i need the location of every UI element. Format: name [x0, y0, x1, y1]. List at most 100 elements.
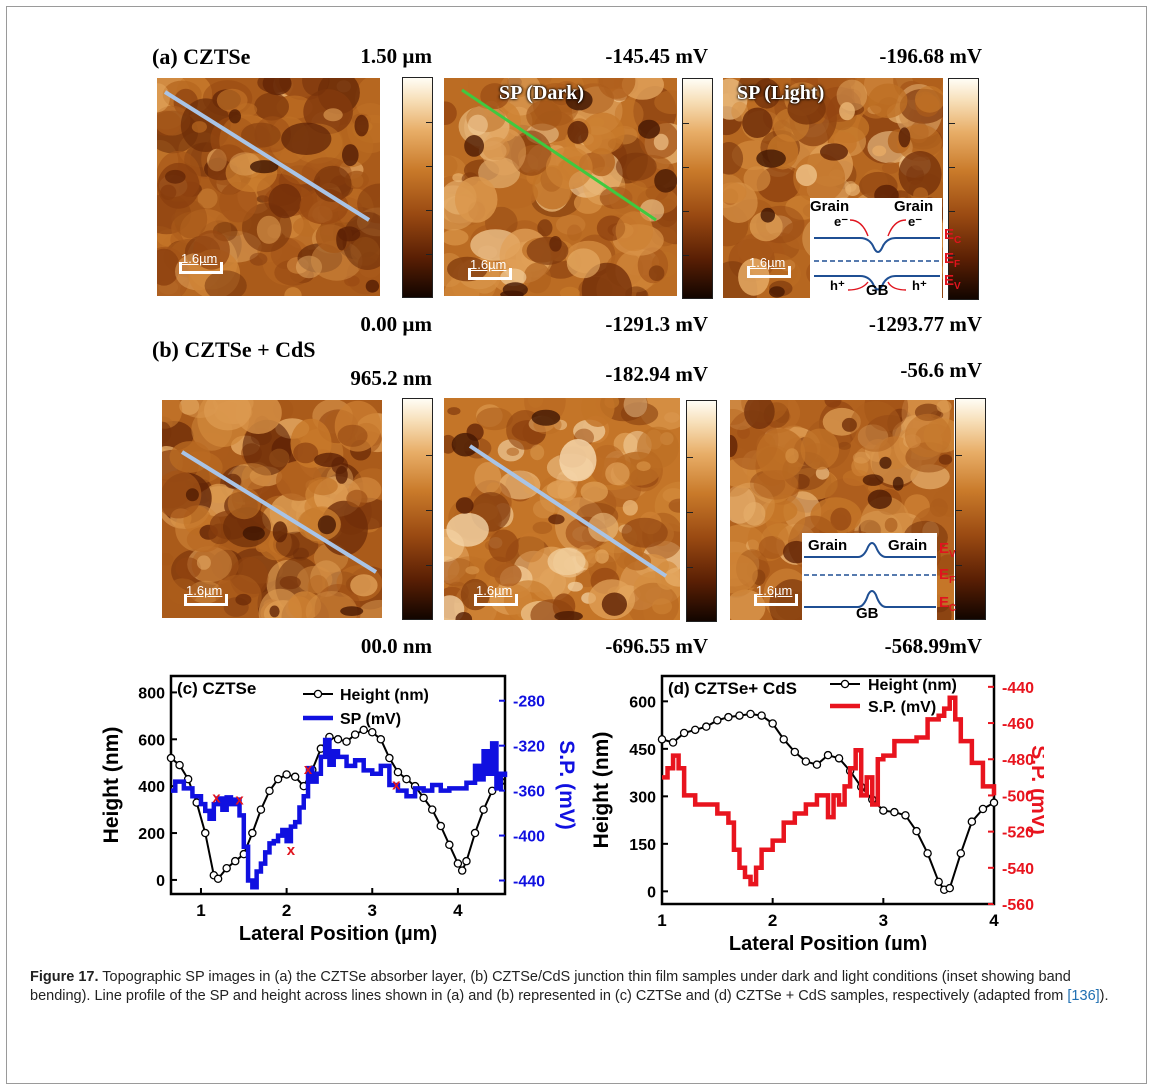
data-point	[402, 774, 411, 784]
data-point	[453, 859, 463, 868]
profile-line-b2	[468, 444, 668, 578]
colorbar-a3	[948, 78, 979, 300]
data-point	[779, 735, 788, 744]
colorbar-a1	[402, 77, 433, 298]
scale-bottom-a3: -1293.77 mV	[868, 312, 982, 336]
data-point	[248, 828, 257, 838]
data-point	[470, 828, 480, 838]
mark-x-3: x	[287, 842, 296, 859]
data-point	[823, 750, 833, 760]
data-point	[183, 774, 193, 784]
profile-line-a1	[163, 90, 371, 222]
colorbar-a2	[682, 78, 713, 299]
y2-axis-label: S.P. (mV)	[1027, 745, 1044, 834]
scalebar-a1	[179, 262, 223, 274]
data-point	[834, 754, 844, 763]
y2-tick-label: -400	[513, 829, 545, 846]
arrow-h-left	[847, 281, 869, 291]
data-point	[342, 737, 351, 746]
data-point	[690, 725, 700, 735]
inset-a-gb: GB	[866, 282, 889, 299]
y2-tick-label: -500	[1002, 788, 1034, 805]
data-point	[166, 753, 176, 763]
profile-line-a2	[461, 88, 657, 222]
x-tick-label: 3	[879, 911, 888, 930]
scale-bottom-b3: -568.99mV	[884, 634, 982, 658]
data-point	[265, 786, 274, 796]
y-tick-label: 800	[138, 685, 165, 702]
scalebar-label-b3: 1.6µm	[756, 583, 793, 598]
y-tick-label: 0	[156, 873, 165, 890]
data-point	[679, 728, 689, 738]
data-point	[457, 866, 467, 875]
inset-a-grain-right: Grain	[894, 198, 934, 215]
scale-top-b2: -182.94 mV	[605, 362, 708, 386]
x-tick-label: 2	[282, 901, 291, 920]
scale-top-a3: -196.68 mV	[879, 44, 982, 68]
scale-top-b1: 965.2 nm	[350, 366, 432, 390]
caption-ref-link[interactable]: [136]	[1067, 988, 1100, 1004]
afm-image-a-sp-dark: SP (Dark) 1.6µm	[444, 78, 677, 296]
profile-line-b1	[180, 450, 378, 574]
data-point	[436, 821, 446, 831]
y2-axis-label: S.P. (mV)	[555, 740, 578, 829]
band-diagram-inset-a: Grain Grain e⁻ e⁻ h⁺ h⁺ GB	[810, 198, 942, 299]
data-point	[201, 828, 210, 838]
legend-height-label: Height (nm)	[340, 687, 429, 704]
inset-a-electron-right: e⁻	[908, 214, 923, 229]
data-point	[462, 856, 471, 866]
inset-b-grain-right: Grain	[888, 537, 928, 554]
colorbar-b1	[402, 398, 433, 620]
scalebar-b3	[754, 594, 798, 606]
colorbar-b2	[686, 400, 717, 622]
y-tick-label: 400	[138, 779, 165, 796]
y-tick-label: 0	[647, 884, 656, 901]
inset-b-ec-label: EC	[939, 594, 957, 614]
data-point	[879, 806, 888, 815]
panel-label: (c) CZTSe	[177, 679, 256, 698]
data-point	[790, 747, 800, 757]
inset-b-ev-label: EV	[939, 540, 956, 560]
colorbar-b3	[955, 398, 986, 620]
arrow-e-left	[849, 219, 869, 237]
inset-b-grain-left: Grain	[808, 537, 848, 554]
data-point	[812, 760, 822, 769]
arrow-e-right	[887, 219, 907, 237]
series-line-1	[171, 737, 508, 890]
y2-tick-label: -480	[1002, 752, 1034, 769]
data-point	[393, 767, 403, 777]
y2-tick-label: -460	[1002, 716, 1034, 733]
data-point	[175, 760, 184, 770]
panel-label: (d) CZTSe+ CdS	[668, 679, 797, 698]
band-b-ec-curve	[804, 590, 936, 608]
data-point	[702, 722, 711, 731]
inset-b-ef-label: EF	[939, 566, 956, 586]
x-tick-label: 3	[368, 901, 377, 920]
y-tick-label: 200	[138, 826, 165, 843]
data-point	[385, 753, 394, 763]
data-point	[290, 772, 300, 782]
afm-image-b-sp-dark: 1.6µm	[444, 398, 680, 620]
caption-end: ).	[1099, 988, 1109, 1004]
y2-tick-label: -440	[513, 874, 545, 891]
data-point	[746, 709, 755, 719]
scalebar-label-b2: 1.6µm	[476, 583, 513, 598]
chart-c-czts: 0 200 400 600 800 -440 -400 -360 -320 -280 1 2 3 4 Lat…	[100, 674, 578, 945]
y-tick-label: 600	[138, 732, 165, 749]
x-axis-label: Lateral Position (µm)	[729, 933, 927, 950]
data-point	[912, 826, 921, 836]
afm-image-b-height: 1.6µm	[162, 400, 382, 618]
arrow-h-right	[887, 281, 907, 291]
x-tick-label: 4	[453, 901, 463, 920]
y-axis-label: Height (nm)	[100, 727, 123, 844]
band-b-ev-curve	[804, 542, 936, 558]
data-point	[713, 716, 722, 725]
caption-label: Figure 17.	[30, 969, 99, 985]
legend-height-marker	[313, 689, 323, 699]
data-point	[724, 712, 733, 722]
scale-bottom-b2: -696.55 mV	[605, 634, 708, 658]
data-point	[945, 883, 954, 893]
y-tick-label: 150	[629, 837, 656, 854]
scale-top-b3: -56.6 mV	[900, 358, 982, 382]
data-point	[923, 849, 932, 858]
